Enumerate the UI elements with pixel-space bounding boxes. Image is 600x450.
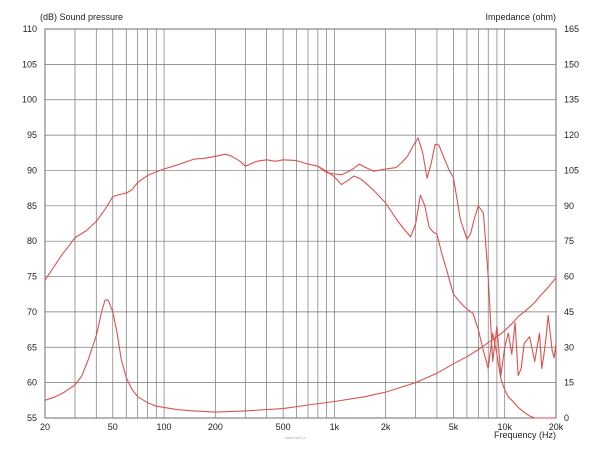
left-tick-label: 105 — [22, 59, 37, 69]
left-tick-label: 110 — [23, 24, 37, 34]
left-tick-label: 65 — [27, 342, 37, 352]
series-line — [44, 153, 556, 419]
right-tick-label: 165 — [564, 24, 579, 34]
right-tick-label: 135 — [564, 95, 579, 105]
x-axis-title: Frequency (Hz) — [494, 430, 556, 440]
left-tick-label: 85 — [27, 201, 37, 211]
left-tick-label: 75 — [27, 272, 37, 282]
left-tick-label: 70 — [27, 307, 37, 317]
x-tick-label: 50 — [108, 422, 118, 432]
series-line — [317, 137, 557, 377]
right-tick-label: 150 — [564, 59, 579, 69]
right-tick-label: 75 — [564, 236, 574, 246]
left-tick-label: 80 — [27, 236, 37, 246]
left-tick-label: 95 — [27, 130, 37, 140]
right-tick-label: 90 — [564, 201, 574, 211]
left-tick-label: 60 — [27, 378, 37, 388]
x-tick-label: 5k — [449, 422, 459, 432]
x-tick-label: 200 — [208, 422, 223, 432]
right-tick-label: 60 — [564, 272, 574, 282]
right-tick-label: 120 — [564, 130, 579, 140]
right-tick-label: 0 — [564, 413, 569, 423]
series-line — [44, 277, 557, 413]
left-tick-label: 90 — [27, 165, 37, 175]
x-tick-label: 500 — [276, 422, 291, 432]
right-tick-label: 30 — [564, 342, 574, 352]
x-tick-label: 100 — [157, 422, 172, 432]
right-tick-label: 105 — [564, 165, 579, 175]
left-tick-label: 55 — [27, 413, 37, 423]
left-tick-label: 100 — [22, 95, 37, 105]
x-tick-label: 1k — [330, 422, 340, 432]
x-tick-label: 20k — [549, 422, 564, 432]
right-axis-title: Impedance (ohm) — [485, 12, 556, 22]
x-tick-label: 10k — [497, 422, 512, 432]
right-tick-label: 15 — [564, 378, 574, 388]
x-tick-label: 2k — [381, 422, 391, 432]
grid — [44, 28, 557, 419]
left-axis-title: (dB) Sound pressure — [40, 12, 123, 22]
series-lines — [44, 137, 557, 419]
x-tick-label: 20 — [40, 422, 50, 432]
watermark-text: www.hd2.pl — [285, 435, 306, 440]
tick-labels: 55 0 60 15 65 30 70 45 75 60 80 75 85 90 90 105 95 120 100… — [22, 24, 579, 432]
right-tick-label: 45 — [564, 307, 574, 317]
